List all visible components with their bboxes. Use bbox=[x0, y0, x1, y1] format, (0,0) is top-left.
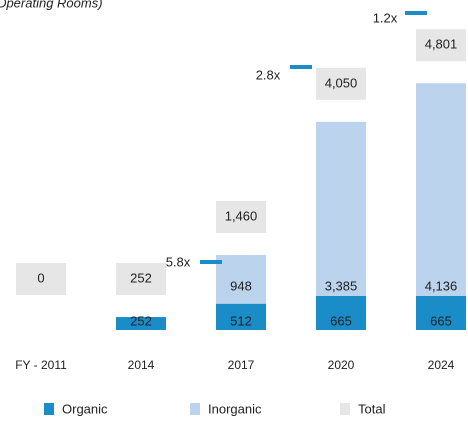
total-box bbox=[316, 67, 366, 100]
x-tick-label: 2017 bbox=[228, 358, 255, 372]
total-label: 252 bbox=[130, 270, 152, 285]
bar-inorganic bbox=[316, 121, 366, 296]
total-box bbox=[416, 29, 466, 62]
bar-organic bbox=[116, 317, 166, 330]
x-tick-label: 2014 bbox=[128, 358, 155, 372]
growth-annotation: 5.8x bbox=[166, 254, 191, 269]
x-tick-label: 2020 bbox=[328, 358, 355, 372]
x-tick-label: 2024 bbox=[428, 358, 455, 372]
bar-inorganic bbox=[416, 83, 466, 296]
bar-organic bbox=[216, 303, 266, 330]
legend-label: Organic bbox=[62, 401, 108, 416]
data-label: 252 bbox=[130, 313, 152, 328]
legend-label: Inorganic bbox=[208, 401, 262, 416]
bar-inorganic bbox=[216, 254, 266, 304]
total-box bbox=[116, 263, 166, 295]
growth-marker bbox=[405, 11, 427, 15]
data-label: 4,136 bbox=[425, 278, 458, 293]
total-box bbox=[216, 200, 266, 233]
data-label: 3,385 bbox=[325, 278, 358, 293]
growth-marker bbox=[290, 65, 312, 69]
legend-swatch bbox=[44, 403, 54, 415]
growth-annotation: 2.8x bbox=[256, 67, 281, 82]
growth-annotation: 1.2x bbox=[373, 10, 398, 25]
data-label: 665 bbox=[430, 313, 452, 328]
data-label: 665 bbox=[330, 313, 352, 328]
data-label: 512 bbox=[230, 313, 252, 328]
legend-swatch bbox=[190, 403, 200, 415]
total-label: 4,801 bbox=[425, 37, 458, 52]
bar-organic bbox=[316, 295, 366, 330]
chart-title: (Operating Rooms) bbox=[0, 0, 103, 10]
x-tick-label: FY - 2011 bbox=[15, 358, 67, 372]
growth-marker bbox=[200, 260, 222, 264]
total-box bbox=[16, 263, 66, 295]
bar-organic bbox=[416, 295, 466, 330]
total-label: 0 bbox=[37, 270, 44, 285]
data-label: 948 bbox=[230, 278, 252, 293]
total-label: 1,460 bbox=[225, 208, 258, 223]
legend-swatch bbox=[340, 403, 350, 415]
total-label: 4,050 bbox=[325, 75, 358, 90]
legend-label: Total bbox=[358, 401, 386, 416]
